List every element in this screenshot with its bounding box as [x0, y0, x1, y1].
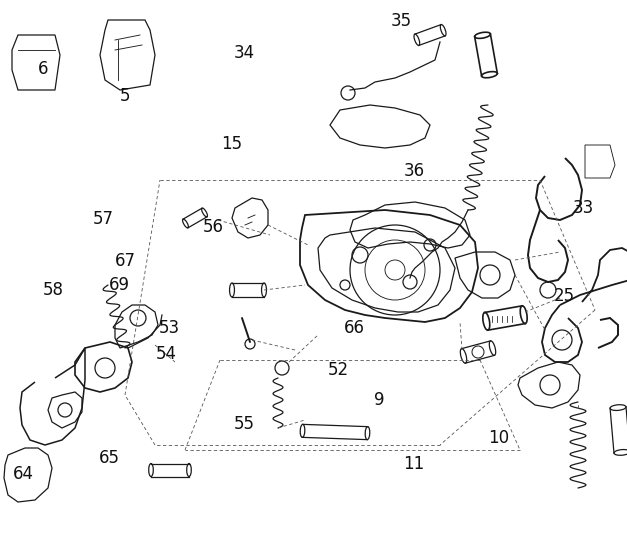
Text: 54: 54	[155, 345, 177, 364]
Text: 67: 67	[115, 252, 136, 270]
Text: 15: 15	[221, 135, 243, 153]
Text: 56: 56	[203, 217, 224, 236]
Text: 57: 57	[93, 209, 114, 228]
Text: 69: 69	[108, 276, 130, 294]
Text: 58: 58	[43, 281, 64, 300]
Text: 34: 34	[234, 44, 255, 62]
Text: 55: 55	[234, 415, 255, 433]
Text: 52: 52	[328, 361, 349, 379]
Text: 6: 6	[38, 60, 48, 78]
Text: 35: 35	[391, 12, 412, 30]
Text: 53: 53	[159, 319, 180, 337]
Text: 64: 64	[13, 465, 34, 483]
Text: 10: 10	[488, 429, 509, 447]
Text: 25: 25	[554, 287, 575, 305]
Text: 65: 65	[99, 449, 120, 467]
Text: 33: 33	[572, 199, 594, 217]
Text: 11: 11	[403, 455, 424, 473]
Text: 66: 66	[344, 319, 365, 337]
Text: 9: 9	[374, 391, 384, 409]
Text: 36: 36	[403, 161, 424, 180]
Text: 5: 5	[120, 87, 130, 105]
